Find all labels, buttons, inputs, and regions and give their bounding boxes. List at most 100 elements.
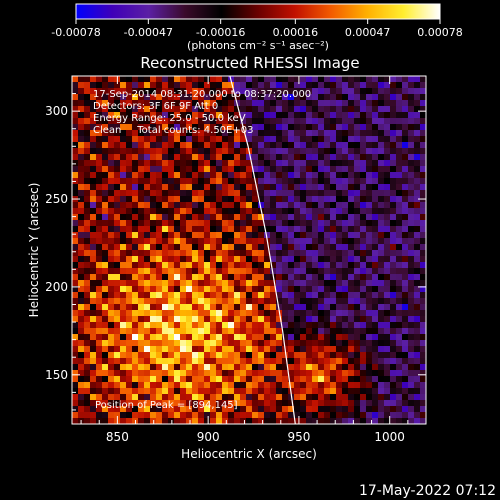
heatmap-cell bbox=[204, 106, 210, 112]
heatmap-cell bbox=[198, 130, 204, 136]
heatmap-cell bbox=[390, 256, 396, 262]
heatmap-cell bbox=[216, 412, 222, 418]
heatmap-cell bbox=[270, 154, 276, 160]
heatmap-cell bbox=[390, 76, 396, 82]
heatmap-cell bbox=[288, 100, 294, 106]
heatmap-cell bbox=[258, 112, 264, 118]
heatmap-cell bbox=[354, 202, 360, 208]
heatmap-cell bbox=[150, 190, 156, 196]
heatmap-cell bbox=[144, 154, 150, 160]
heatmap-cell bbox=[396, 370, 402, 376]
heatmap-cell bbox=[372, 220, 378, 226]
heatmap-cell bbox=[294, 352, 300, 358]
heatmap-cell bbox=[162, 394, 168, 400]
heatmap-cell bbox=[114, 250, 120, 256]
heatmap-cell bbox=[174, 298, 180, 304]
heatmap-cell bbox=[150, 88, 156, 94]
heatmap-cell bbox=[150, 160, 156, 166]
heatmap-cell bbox=[144, 76, 150, 82]
heatmap-cell bbox=[270, 364, 276, 370]
heatmap-cell bbox=[156, 178, 162, 184]
heatmap-cell bbox=[96, 292, 102, 298]
heatmap-cell bbox=[216, 406, 222, 412]
heatmap-cell bbox=[330, 364, 336, 370]
heatmap-cell bbox=[270, 94, 276, 100]
heatmap-cell bbox=[156, 364, 162, 370]
heatmap-cell bbox=[222, 364, 228, 370]
heatmap-cell bbox=[420, 208, 426, 214]
heatmap-cell bbox=[420, 358, 426, 364]
heatmap-cell bbox=[84, 382, 90, 388]
heatmap-cell bbox=[288, 196, 294, 202]
heatmap-cell bbox=[144, 100, 150, 106]
heatmap-cell bbox=[168, 268, 174, 274]
heatmap-cell bbox=[396, 76, 402, 82]
heatmap-cell bbox=[330, 370, 336, 376]
heatmap-cell bbox=[300, 118, 306, 124]
heatmap-cell bbox=[126, 358, 132, 364]
heatmap-cell bbox=[192, 382, 198, 388]
heatmap-cell bbox=[354, 358, 360, 364]
heatmap-cell bbox=[366, 232, 372, 238]
heatmap-cell bbox=[258, 244, 264, 250]
heatmap-cell bbox=[372, 418, 378, 424]
heatmap-cell bbox=[78, 202, 84, 208]
heatmap-cell bbox=[294, 118, 300, 124]
heatmap-cell bbox=[78, 148, 84, 154]
heatmap-cell bbox=[126, 274, 132, 280]
heatmap-cell bbox=[90, 118, 96, 124]
heatmap-cell bbox=[282, 106, 288, 112]
heatmap-cell bbox=[120, 388, 126, 394]
heatmap-cell bbox=[222, 226, 228, 232]
heatmap-cell bbox=[198, 376, 204, 382]
heatmap-cell bbox=[336, 304, 342, 310]
heatmap-cell bbox=[234, 166, 240, 172]
heatmap-cell bbox=[336, 382, 342, 388]
heatmap-cell bbox=[312, 352, 318, 358]
heatmap-cell bbox=[276, 112, 282, 118]
heatmap-cell bbox=[222, 166, 228, 172]
heatmap-cell bbox=[414, 406, 420, 412]
heatmap-cell bbox=[378, 412, 384, 418]
heatmap-cell bbox=[72, 322, 78, 328]
heatmap-cell bbox=[120, 226, 126, 232]
heatmap-cell bbox=[288, 394, 294, 400]
heatmap-cell bbox=[264, 202, 270, 208]
heatmap-cell bbox=[366, 298, 372, 304]
heatmap-cell bbox=[288, 208, 294, 214]
heatmap-cell bbox=[126, 346, 132, 352]
heatmap-cell bbox=[162, 160, 168, 166]
heatmap-cell bbox=[216, 226, 222, 232]
heatmap-cell bbox=[192, 298, 198, 304]
heatmap-cell bbox=[186, 316, 192, 322]
heatmap-cell bbox=[126, 370, 132, 376]
heatmap-cell bbox=[312, 130, 318, 136]
heatmap-cell bbox=[90, 250, 96, 256]
heatmap-cell bbox=[390, 280, 396, 286]
heatmap-cell bbox=[258, 82, 264, 88]
heatmap-cell bbox=[318, 406, 324, 412]
heatmap-cell bbox=[210, 400, 216, 406]
heatmap-cell bbox=[156, 346, 162, 352]
heatmap-cell bbox=[168, 388, 174, 394]
heatmap-cell bbox=[336, 256, 342, 262]
heatmap-cell bbox=[378, 364, 384, 370]
heatmap-cell bbox=[276, 406, 282, 412]
heatmap-cell bbox=[270, 292, 276, 298]
heatmap-cell bbox=[270, 298, 276, 304]
heatmap-cell bbox=[210, 232, 216, 238]
heatmap-cell bbox=[390, 358, 396, 364]
heatmap-cell bbox=[138, 382, 144, 388]
heatmap-cell bbox=[198, 292, 204, 298]
heatmap-cell bbox=[306, 214, 312, 220]
heatmap-cell bbox=[384, 370, 390, 376]
heatmap-cell bbox=[138, 418, 144, 424]
heatmap-cell bbox=[222, 124, 228, 130]
heatmap-cell bbox=[156, 370, 162, 376]
heatmap-cell bbox=[390, 196, 396, 202]
heatmap-cell bbox=[348, 82, 354, 88]
heatmap-cell bbox=[132, 136, 138, 142]
heatmap-cell bbox=[246, 172, 252, 178]
heatmap-cell bbox=[318, 196, 324, 202]
heatmap-cell bbox=[390, 82, 396, 88]
